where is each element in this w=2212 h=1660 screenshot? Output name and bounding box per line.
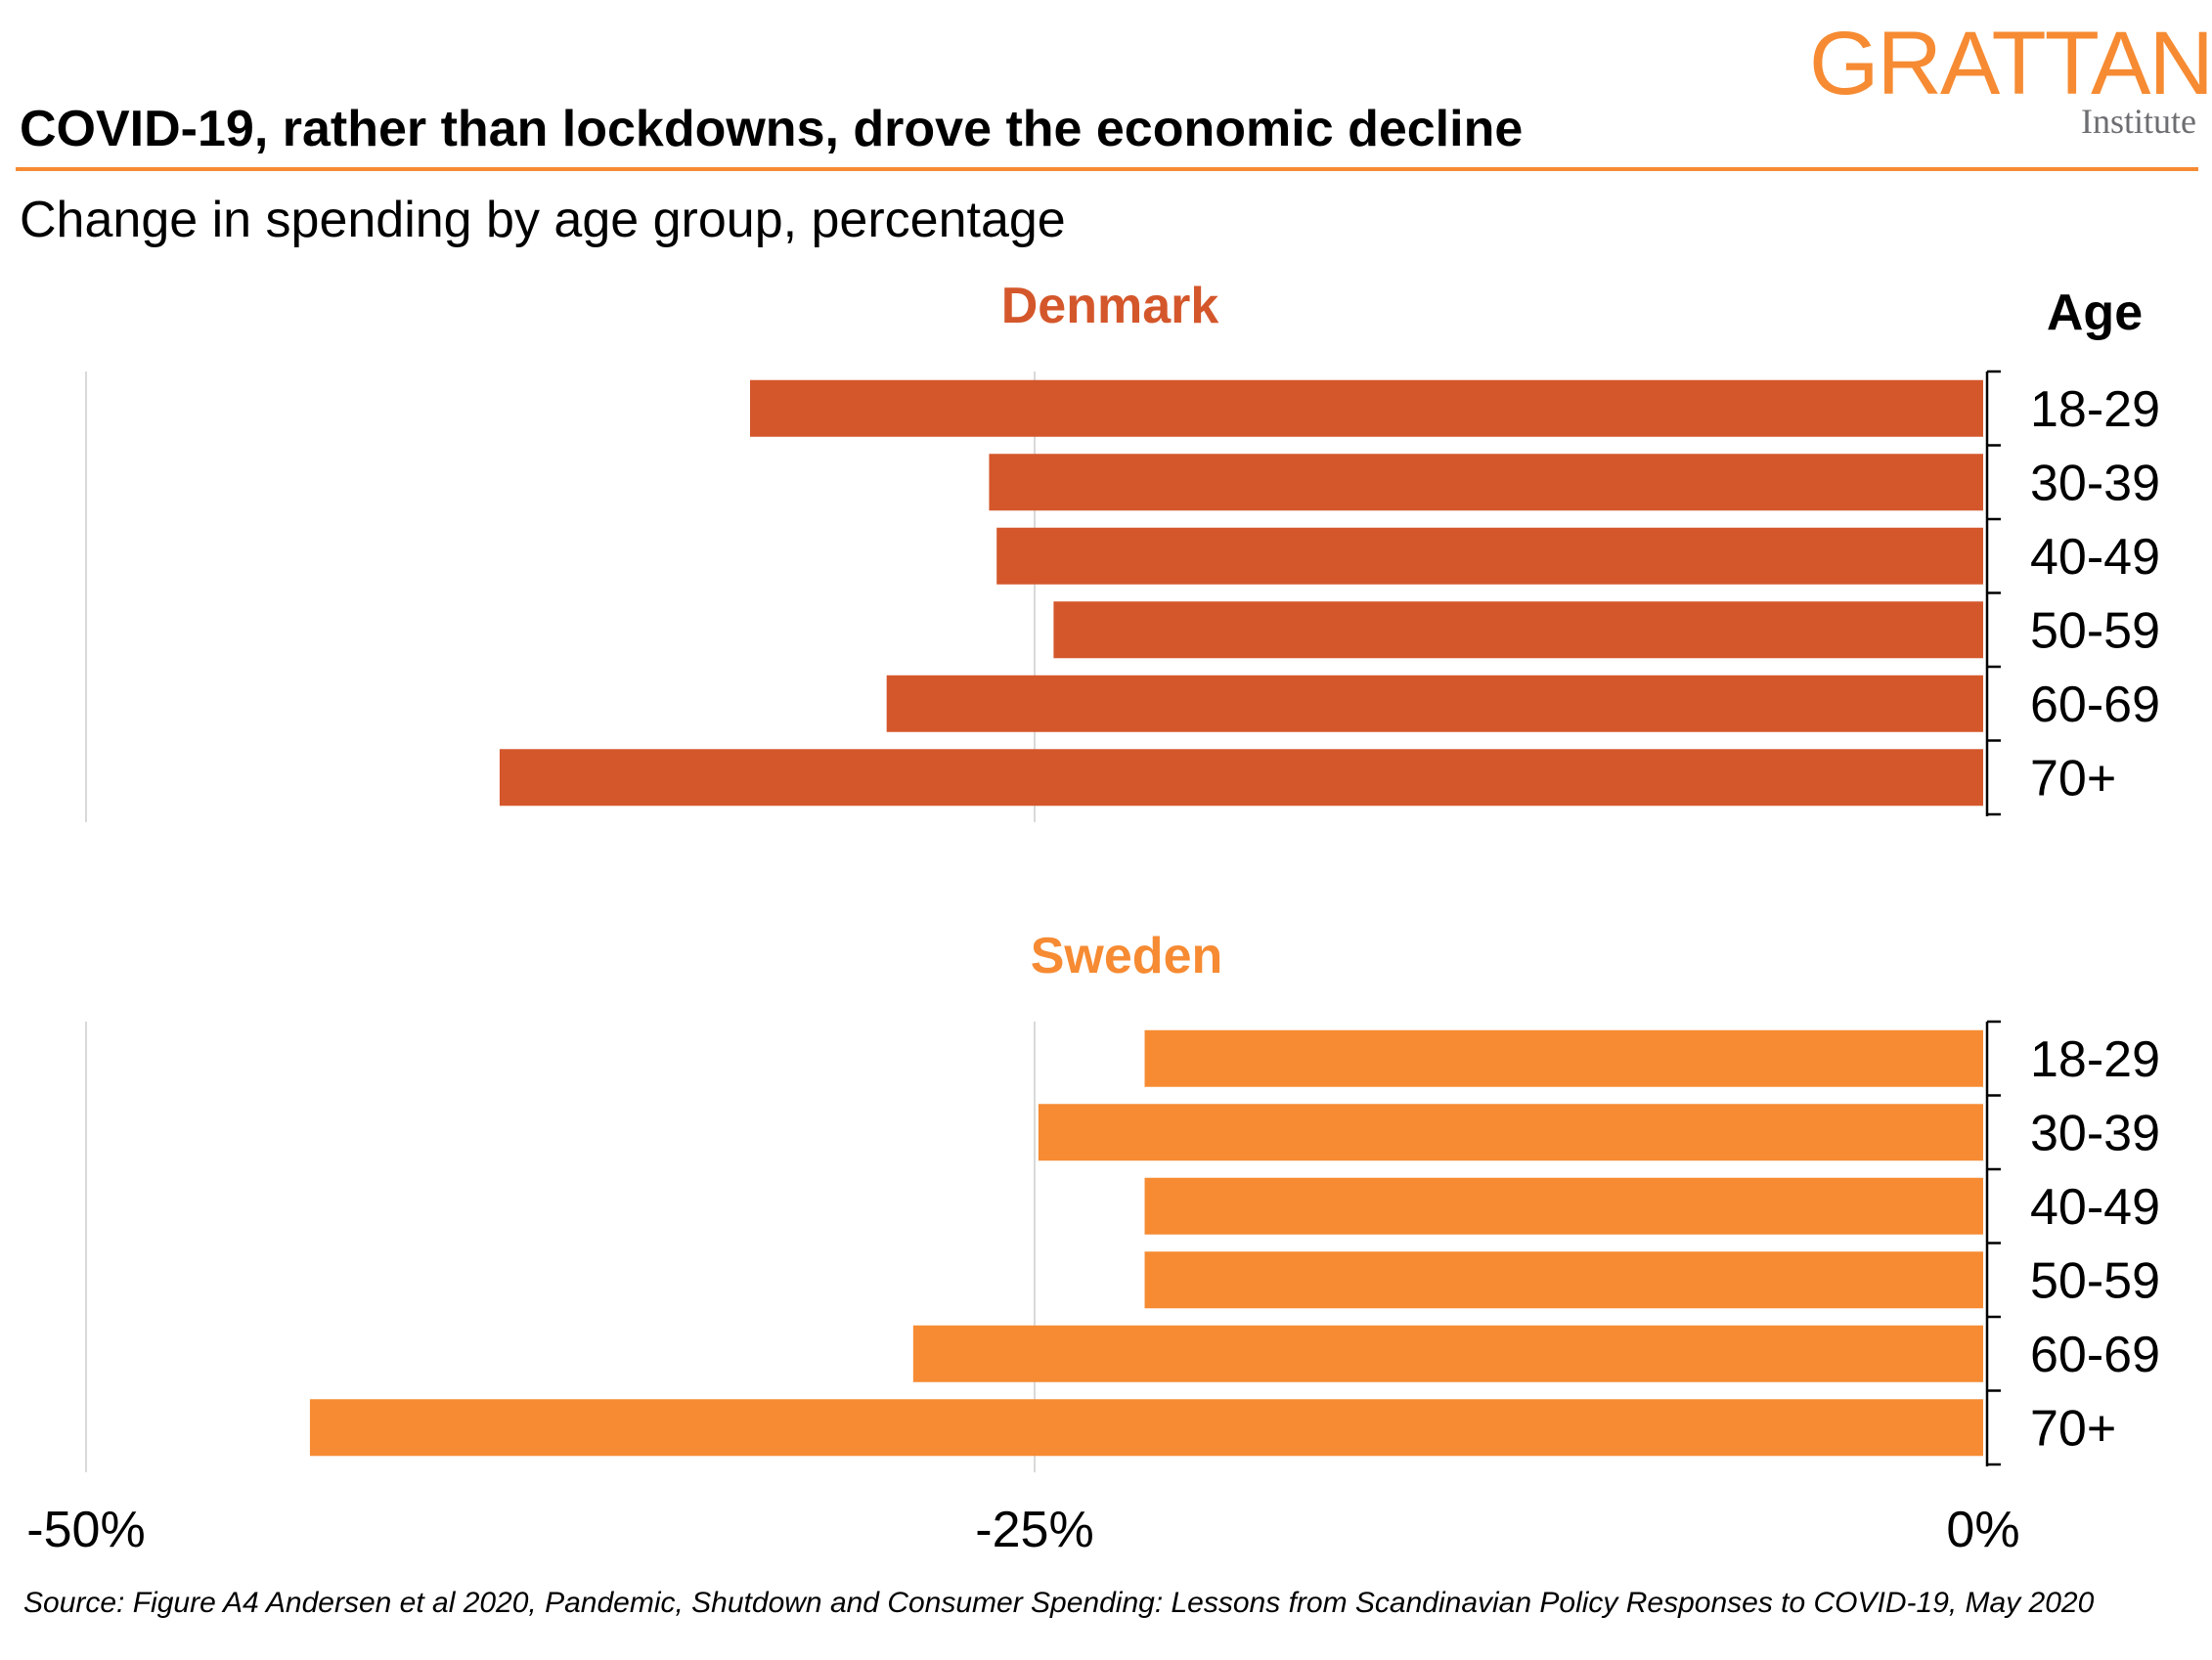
sweden-age-label: 70+ <box>2030 1400 2116 1457</box>
sweden-panel-title: Sweden <box>1031 928 1223 984</box>
sweden-bar <box>1144 1251 1983 1309</box>
denmark-bar <box>989 454 1983 511</box>
denmark-bar <box>750 379 1983 437</box>
source-note: Source: Figure A4 Andersen et al 2020, P… <box>23 1587 2095 1619</box>
sweden-age-label: 30-39 <box>2030 1105 2160 1161</box>
chart-subtitle: Change in spending by age group, percent… <box>20 192 1066 248</box>
denmark-age-label: 40-49 <box>2030 529 2160 586</box>
sweden-age-label: 18-29 <box>2030 1031 2160 1088</box>
sweden-bar <box>912 1325 1983 1382</box>
sweden-bar <box>1144 1177 1983 1235</box>
denmark-bar <box>996 527 1983 585</box>
denmark-age-label: 60-69 <box>2030 677 2160 733</box>
denmark-age-label: 50-59 <box>2030 602 2160 659</box>
denmark-age-label: 30-39 <box>2030 455 2160 511</box>
sweden-age-label: 50-59 <box>2030 1252 2160 1309</box>
sweden-bar <box>309 1399 1983 1457</box>
sweden-bar <box>1144 1029 1983 1087</box>
chart-title: COVID-19, rather than lockdowns, drove t… <box>20 101 1524 157</box>
x-tick-label: -50% <box>26 1502 145 1558</box>
age-axis-label: Age <box>2047 284 2143 341</box>
grattan-logo: GRATTAN <box>1809 14 2212 113</box>
denmark-panel-title: Denmark <box>1001 278 1219 334</box>
sweden-bar <box>1038 1104 1983 1161</box>
denmark-bar <box>886 675 1984 732</box>
denmark-bar <box>499 749 1983 807</box>
bar-chart: Age Denmark 18-29 30-39 40-49 50-59 60-69 70+ Sw… <box>26 278 2160 1558</box>
x-tick-label: -25% <box>975 1502 1093 1558</box>
sweden-age-label: 60-69 <box>2030 1327 2160 1383</box>
grattan-logo-subtitle: Institute <box>2081 102 2196 141</box>
denmark-bar <box>1053 601 1983 659</box>
denmark-age-label: 18-29 <box>2030 381 2160 438</box>
title-rule <box>16 167 2198 171</box>
sweden-age-label: 40-49 <box>2030 1179 2160 1236</box>
denmark-age-label: 70+ <box>2030 750 2116 807</box>
x-tick-label: 0% <box>1946 1502 2019 1558</box>
